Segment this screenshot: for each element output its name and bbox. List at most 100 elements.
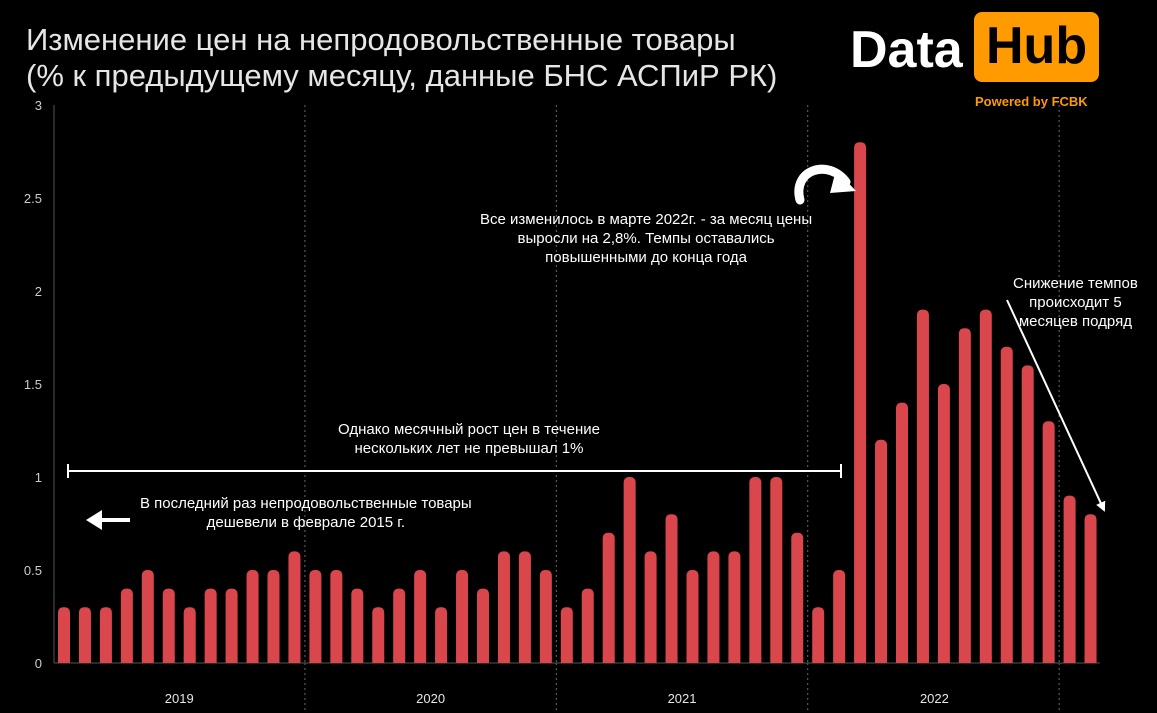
annotation-march-2022: Все изменилось в марте 2022г. - за месяц… [480, 210, 812, 267]
bar [78, 607, 91, 663]
bar [1042, 421, 1055, 663]
bar-base [686, 657, 699, 663]
bar-base [1042, 657, 1055, 663]
bar-base [791, 657, 804, 663]
bar [602, 532, 615, 663]
y-tick-label: 2.5 [24, 191, 42, 206]
annotation-last-drop-line2: дешевели в феврале 2015 г. [206, 514, 406, 531]
bar [728, 551, 741, 663]
bar [560, 607, 573, 663]
bar-base [581, 657, 594, 663]
bar [456, 570, 469, 663]
annotation-march-2022-line1: Все изменилось в марте 2022г. - за месяц… [480, 211, 813, 228]
bar-base [372, 657, 385, 663]
bar-base [183, 657, 196, 663]
bar-base [351, 657, 364, 663]
bar-base [456, 657, 469, 663]
y-tick-label: 2 [35, 284, 42, 299]
bar-base [749, 657, 762, 663]
bar-base [1084, 657, 1097, 663]
bar-base [896, 657, 908, 663]
bar-base [1063, 657, 1076, 663]
bar [1063, 495, 1076, 663]
bar [225, 588, 238, 663]
bar-base [539, 657, 552, 663]
bar [372, 607, 385, 663]
bar [288, 551, 301, 663]
annotation-range-line2: нескольких лет не превышал 1% [354, 440, 584, 457]
bars-layer [58, 142, 1097, 663]
bar [58, 607, 70, 663]
bar [309, 570, 322, 663]
bar-base [141, 657, 154, 663]
bar [707, 551, 720, 663]
year-label-2019: 2019 [165, 691, 194, 706]
bar [183, 607, 196, 663]
bar [896, 402, 908, 663]
bar [833, 570, 846, 663]
bar-base [225, 657, 238, 663]
bar [414, 570, 427, 663]
chart-title-line2: (% к предыдущему месяцу, данные БНС АСПи… [26, 58, 778, 93]
bar-base [414, 657, 427, 663]
bar-base [330, 657, 343, 663]
bar-base [497, 657, 510, 663]
bar-base [623, 657, 636, 663]
bar [518, 551, 531, 663]
decline-arrow-icon [1006, 299, 1106, 512]
bar [937, 384, 950, 663]
bar [979, 309, 992, 663]
bar [351, 588, 364, 663]
annotation-range: Однако месячный рост цен в течение неско… [338, 420, 600, 458]
bar [686, 570, 699, 663]
bar-base [937, 657, 950, 663]
year-label-2021: 2021 [668, 691, 697, 706]
y-tick-label: 0.5 [24, 563, 42, 578]
bar-base [78, 657, 91, 663]
bar [1000, 346, 1013, 663]
bar [99, 607, 112, 663]
bar [141, 570, 154, 663]
chart-title-line1: Изменение цен на непродовольственные тов… [26, 22, 736, 57]
bar-base [518, 657, 531, 663]
bar-base [833, 657, 846, 663]
grid-layer [304, 105, 1060, 713]
bar-base [854, 657, 867, 663]
bar [623, 477, 636, 663]
bar [539, 570, 552, 663]
bar-base [958, 657, 971, 663]
bar-base [435, 657, 448, 663]
bar [875, 439, 888, 663]
y-tick-label: 3 [35, 98, 42, 113]
bar-base [770, 657, 783, 663]
bar [958, 328, 971, 663]
annotation-last-drop-line1: В последний раз непродовольственные това… [140, 495, 472, 512]
year-label-2022: 2022 [920, 691, 949, 706]
bar-base [246, 657, 259, 663]
bar-base [560, 657, 573, 663]
bar [120, 588, 133, 663]
bar-base [288, 657, 301, 663]
bar [435, 607, 448, 663]
bar-base [58, 657, 70, 663]
bar [477, 588, 489, 663]
bar [497, 551, 510, 663]
chart-title: Изменение цен на непродовольственные тов… [26, 22, 777, 94]
annotation-range-line1: Однако месячный рост цен в течение [338, 421, 600, 438]
annotation-shapes [67, 164, 1106, 530]
bar-base [875, 657, 888, 663]
annotation-decline-line3: месяцев подряд [1018, 313, 1132, 330]
bar-base [602, 657, 615, 663]
logo-hub-text: Hub [974, 12, 1100, 82]
annotation-decline: Снижение темпов происходит 5 месяцев под… [1013, 274, 1138, 331]
bar-base [204, 657, 217, 663]
bar [791, 532, 804, 663]
year-label-2020: 2020 [416, 691, 445, 706]
curved-arrow-head-icon [830, 170, 856, 193]
bar-base [979, 657, 992, 663]
bar-base [309, 657, 322, 663]
bar-base [1000, 657, 1013, 663]
y-tick-label: 1.5 [24, 377, 42, 392]
bar [1021, 365, 1034, 663]
bar [916, 309, 929, 663]
